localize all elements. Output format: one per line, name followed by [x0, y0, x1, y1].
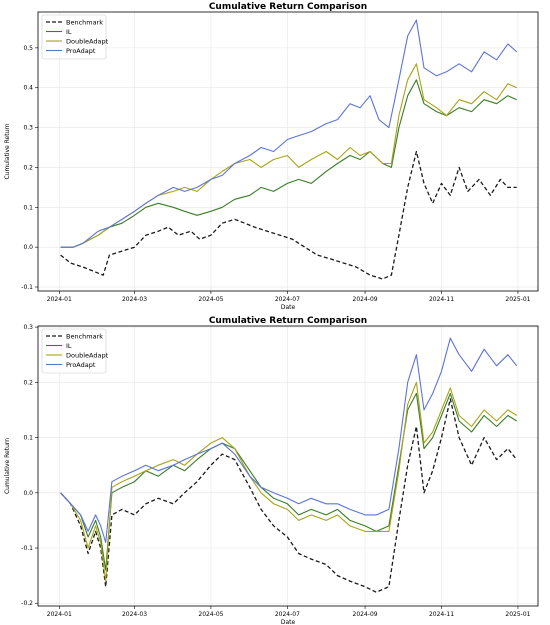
legend-label: DoubleAdapt	[66, 37, 109, 45]
legend-label: IL	[66, 342, 72, 350]
x-tick-label: 2024-03	[122, 611, 147, 618]
x-tick-label: 2024-11	[429, 296, 454, 303]
x-tick-label: 2024-11	[429, 611, 454, 618]
chart-2: Cumulative Return Comparison -0.2 -0.1 0.0 0…	[4, 316, 539, 625]
x-tick-label: 2024-07	[275, 611, 300, 618]
series-line-il	[60, 392, 517, 571]
y-tick-label: 0.2	[23, 379, 33, 386]
legend-label: DoubleAdapt	[66, 351, 109, 359]
chart-1: Cumulative Return Comparison -0.1 0.0 0.1 0.…	[4, 2, 539, 311]
x-tick-label: 2024-05	[198, 611, 223, 618]
legend-label: Benchmark	[66, 18, 103, 26]
x-tick-label: 2024-03	[122, 296, 147, 303]
y-tick-label: 0.4	[23, 85, 33, 92]
legend-label: Benchmark	[66, 332, 103, 340]
series-line-benchmark	[60, 150, 517, 280]
legend-box	[41, 14, 107, 60]
y-tick-label: -0.1	[21, 545, 33, 552]
y-tick-label: 0.1	[23, 204, 33, 211]
legend-label: IL	[66, 28, 72, 36]
plot-frame	[37, 325, 539, 607]
y-tick-label: 0.5	[23, 45, 33, 52]
legend-label: ProAdapt	[66, 47, 96, 55]
x-tick-label: 2025-01	[505, 296, 530, 303]
x-tick-label: 2025-01	[505, 611, 530, 618]
x-tick-label: 2024-09	[353, 611, 378, 618]
y-tick-label: 0.0	[23, 490, 33, 497]
x-axis-label: Date	[281, 619, 296, 625]
y-tick-label: 0.1	[23, 435, 33, 442]
series-line-doubleadapt	[60, 381, 517, 582]
x-axis-label: Date	[281, 304, 296, 311]
series-line-proadapt	[60, 19, 518, 248]
chart-title: Cumulative Return Comparison	[209, 2, 367, 12]
x-tick-label: 2024-09	[353, 296, 378, 303]
y-tick-label: 0.2	[23, 164, 33, 171]
legend-box	[41, 328, 107, 374]
x-tick-label: 2024-07	[275, 296, 300, 303]
plot-frame	[37, 11, 539, 292]
y-tick-label: -0.2	[21, 600, 33, 607]
y-tick-label: 0.0	[23, 244, 33, 251]
y-axis-label: Cumulative Return	[4, 123, 11, 179]
series-line-il	[60, 79, 517, 248]
x-tick-label: 2024-01	[47, 296, 72, 303]
chart-title: Cumulative Return Comparison	[209, 316, 367, 326]
legend-label: ProAdapt	[66, 361, 96, 369]
series-line-benchmark	[60, 398, 518, 593]
x-tick-label: 2024-05	[198, 296, 223, 303]
y-axis-label: Cumulative Return	[4, 438, 11, 494]
y-tick-label: -0.1	[21, 284, 33, 291]
series-line-doubleadapt	[60, 63, 517, 248]
y-tick-label: 0.3	[23, 324, 33, 331]
x-tick-label: 2024-01	[47, 611, 72, 618]
y-tick-label: 0.3	[23, 125, 33, 132]
series-line-proadapt	[60, 337, 518, 544]
